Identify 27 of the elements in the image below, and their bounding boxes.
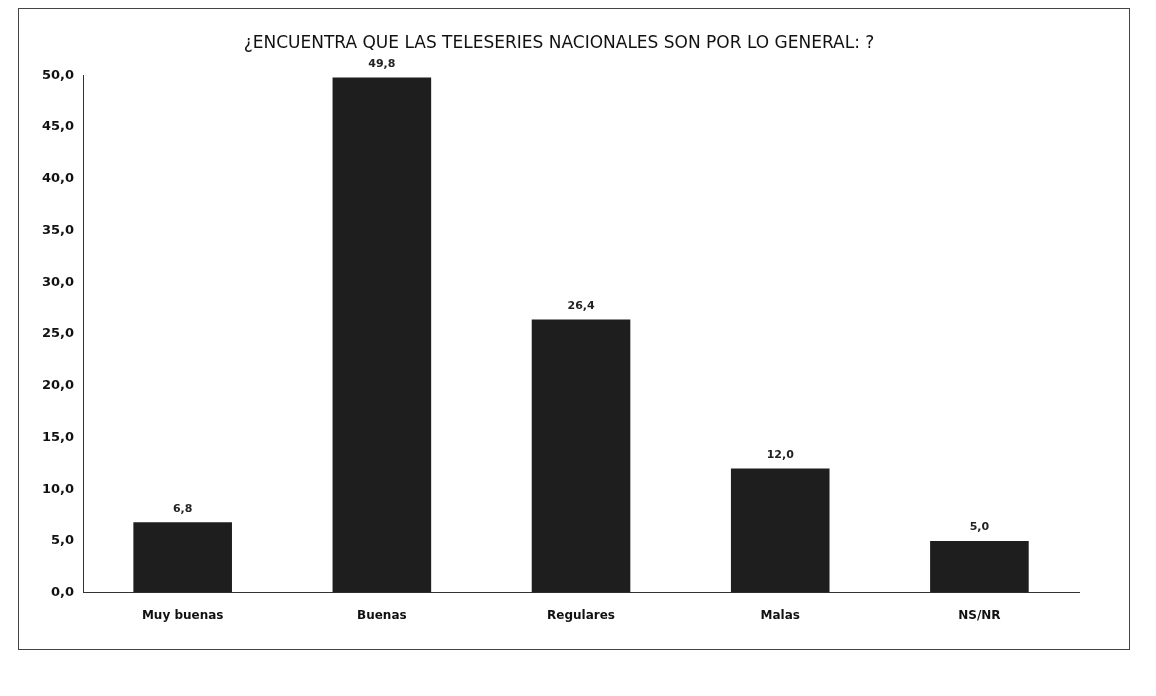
x-tick-label: Malas	[760, 607, 800, 622]
y-tick-label: 50,0	[42, 66, 75, 82]
bar	[730, 468, 830, 593]
y-tick-label: 35,0	[42, 221, 75, 237]
bar	[930, 540, 1029, 593]
y-tick-label: 30,0	[42, 273, 75, 289]
y-tick-label: 5,0	[51, 532, 75, 548]
data-label: 26,4	[567, 298, 595, 312]
y-tick-label: 40,0	[42, 170, 75, 186]
y-tick-label: 0,0	[51, 583, 75, 599]
data-label: 12,0	[766, 447, 795, 461]
x-tick-label: Regulares	[547, 607, 615, 622]
bar	[531, 319, 631, 593]
bar	[332, 77, 432, 593]
y-tick-label: 25,0	[42, 325, 75, 341]
y-tick-label: 45,0	[42, 118, 75, 134]
chart-title: ¿ENCUENTRA QUE LAS TELESERIES NACIONALES SON POR LO GENERAL: ?	[243, 31, 875, 52]
data-label: 5,0	[969, 520, 990, 534]
x-tick-label: Buenas	[357, 607, 407, 622]
y-tick-label: 10,0	[42, 480, 75, 496]
x-tick-label: NS/NR	[958, 607, 1001, 622]
data-label: 6,8	[172, 501, 193, 515]
bar	[133, 522, 232, 593]
x-tick-label: Muy buenas	[141, 607, 224, 622]
y-tick-label: 20,0	[42, 377, 75, 393]
data-label: 49,8	[368, 56, 396, 70]
y-tick-label: 15,0	[42, 428, 75, 444]
